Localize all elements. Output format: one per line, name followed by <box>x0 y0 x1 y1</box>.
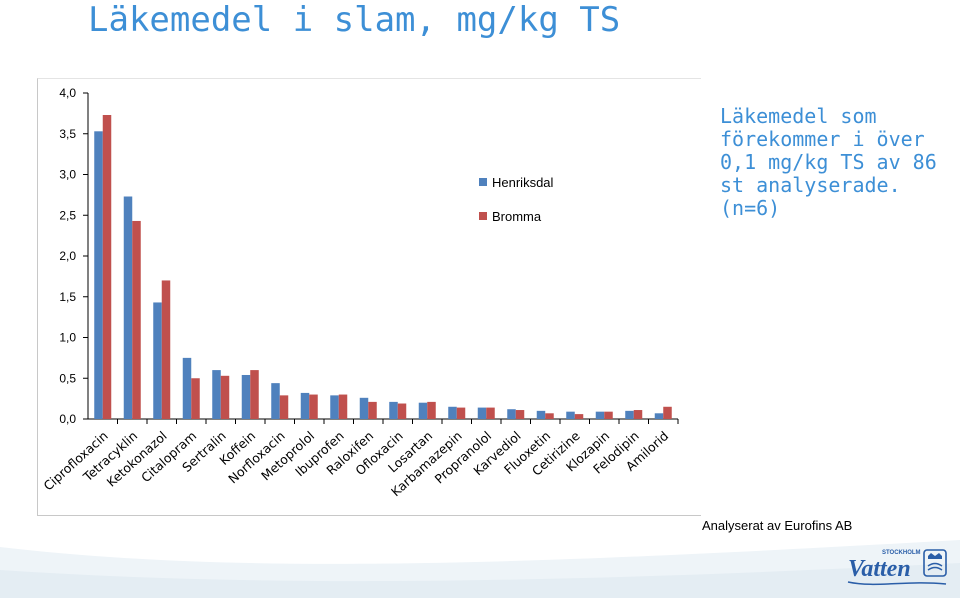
bar-henriksdal <box>625 410 634 419</box>
crown-crest-icon <box>923 549 947 577</box>
bar-henriksdal <box>212 370 221 419</box>
y-tick-label: 3,5 <box>59 127 76 141</box>
stockholm-vatten-logo: STOCKHOLM Vatten <box>846 544 956 594</box>
bar-bromma <box>397 403 407 419</box>
side-note: Läkemedel som förekommer i över 0,1 mg/k… <box>720 104 937 220</box>
bar-chart: 0,00,51,01,52,02,53,03,54,0Ciprofloxacin… <box>40 86 679 499</box>
legend-label: Henriksdal <box>492 175 554 190</box>
bar-bromma <box>604 411 613 419</box>
y-tick-label: 1,5 <box>59 290 76 304</box>
bar-bromma <box>102 115 112 419</box>
bar-bromma <box>545 413 554 419</box>
y-tick-label: 2,5 <box>59 208 76 222</box>
bar-henriksdal <box>536 410 546 419</box>
legend-swatch <box>479 212 487 220</box>
y-tick-label: 2,0 <box>59 249 76 263</box>
logo-wave-icon <box>847 581 947 586</box>
bar-bromma <box>191 378 200 419</box>
bar-bromma <box>633 410 643 419</box>
chart-frame: 0,0 0,5 1,0 1,5 2,0 2,5 3,0 3,5 4,0 Ciprofloxacin… <box>37 78 701 516</box>
credit-text: Analyserat av Eurofins AB <box>702 518 853 533</box>
footer-wave-decoration <box>0 540 960 598</box>
page-title: Läkemedel i slam, mg/kg TS <box>88 0 621 40</box>
bar-henriksdal <box>507 409 516 419</box>
bar-bromma <box>427 401 436 419</box>
bar-henriksdal <box>566 411 575 419</box>
bar-henriksdal <box>300 392 310 419</box>
bar-bromma <box>486 407 495 419</box>
logo-brand-text: Vatten <box>848 556 911 582</box>
legend-swatch <box>479 178 487 186</box>
logo-small-text: STOCKHOLM <box>882 550 921 556</box>
bar-henriksdal <box>271 383 280 419</box>
bar-bromma <box>161 280 171 419</box>
bar-bromma <box>515 410 525 419</box>
bar-henriksdal <box>330 395 339 419</box>
legend-label: Bromma <box>492 209 542 224</box>
bar-bromma <box>368 401 377 419</box>
y-tick-label: 1,0 <box>59 331 76 345</box>
y-tick-label: 0,0 <box>59 412 76 426</box>
bar-henriksdal <box>153 302 162 419</box>
bar-bromma <box>220 375 230 419</box>
bar-henriksdal <box>94 131 103 419</box>
bar-henriksdal <box>182 357 192 419</box>
y-tick-label: 0,5 <box>59 371 76 385</box>
y-tick-label: 4,0 <box>59 86 76 100</box>
bar-bromma <box>279 395 289 419</box>
bar-henriksdal <box>359 397 369 419</box>
bar-henriksdal <box>477 407 487 419</box>
bar-henriksdal <box>595 411 605 419</box>
bar-bromma <box>250 370 259 419</box>
bar-henriksdal <box>418 402 428 419</box>
bar-henriksdal <box>448 406 457 419</box>
bar-henriksdal <box>123 196 133 419</box>
bar-bromma <box>132 220 141 419</box>
bar-bromma <box>338 394 348 419</box>
bar-henriksdal <box>241 374 251 419</box>
bar-bromma <box>574 414 584 419</box>
bar-bromma <box>663 406 672 419</box>
y-tick-label: 3,0 <box>59 168 76 182</box>
bar-bromma <box>456 407 466 419</box>
bar-henriksdal <box>389 401 398 419</box>
bar-henriksdal <box>654 413 664 419</box>
bar-bromma <box>309 394 318 419</box>
